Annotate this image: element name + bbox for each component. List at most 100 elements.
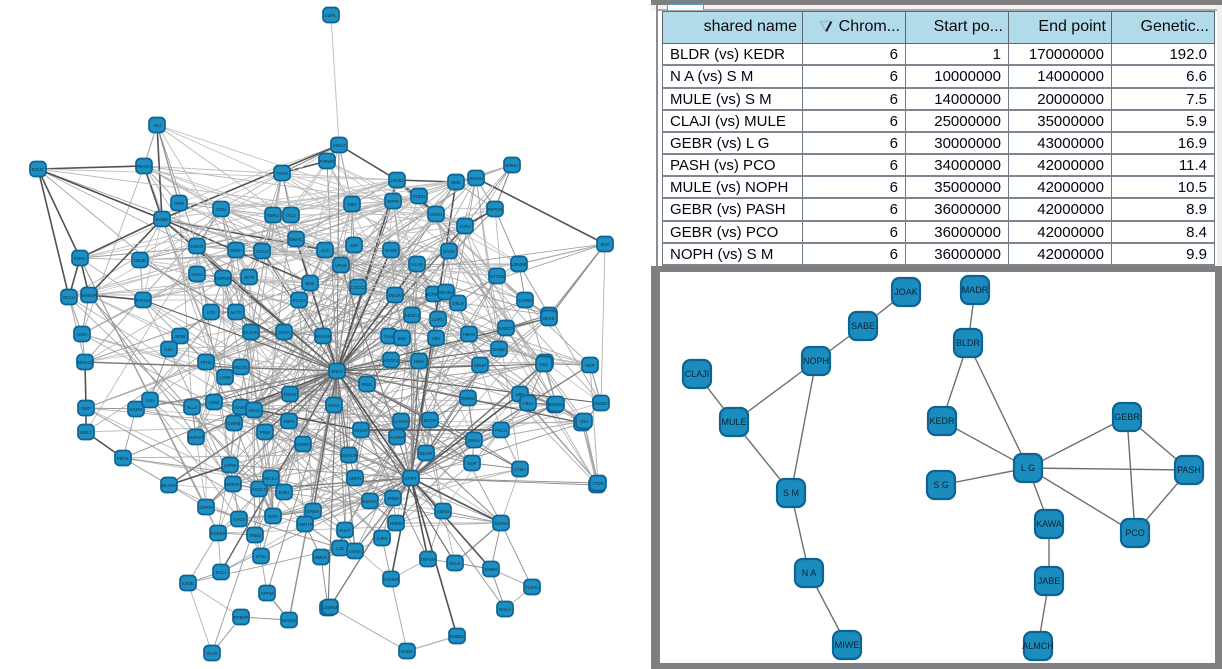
svg-text:SJH: SJH: [146, 398, 154, 403]
svg-text:CARW: CARW: [518, 298, 532, 303]
svg-text:JETS: JETS: [244, 275, 255, 280]
svg-text:NWHC: NWHC: [289, 237, 302, 242]
svg-text:BDE: BDE: [306, 281, 315, 286]
svg-text:AKTG: AKTG: [230, 310, 242, 315]
svg-text:OSOJ: OSOJ: [233, 517, 245, 522]
svg-text:OSC: OSC: [539, 362, 548, 367]
svg-text:UBMBB: UBMBB: [511, 262, 526, 267]
svg-text:KTSJ: KTSJ: [256, 554, 267, 559]
svg-text:WWSJ: WWSJ: [505, 163, 518, 168]
svg-text:RTKUA: RTKUA: [136, 298, 151, 303]
svg-text:DRER: DRER: [307, 509, 319, 514]
svg-text:MIWE: MIWE: [835, 640, 860, 650]
svg-text:CKNT: CKNT: [235, 405, 247, 410]
svg-text:KPSA: KPSA: [328, 403, 340, 408]
svg-text:MULE: MULE: [721, 417, 746, 427]
svg-text:NGLA: NGLA: [499, 607, 511, 612]
svg-text:MBJB: MBJB: [134, 258, 146, 263]
svg-text:LPUS: LPUS: [335, 263, 346, 268]
svg-text:NLJJ: NLJJ: [187, 405, 197, 410]
svg-text:PHDD: PHDD: [413, 194, 425, 199]
svg-text:UUJS: UUJS: [206, 651, 217, 656]
svg-text:GEBR: GEBR: [1114, 412, 1140, 422]
svg-text:OKCH: OKCH: [63, 295, 75, 300]
svg-text:GWKB: GWKB: [227, 421, 240, 426]
svg-text:CPPM: CPPM: [261, 591, 274, 596]
svg-text:MCJLJ: MCJLJ: [264, 476, 277, 481]
svg-text:NPPR: NPPR: [387, 199, 399, 204]
svg-text:JCRU: JCRU: [459, 224, 470, 229]
svg-text:TAUH: TAUH: [276, 171, 287, 176]
svg-text:WLOUA: WLOUA: [161, 483, 177, 488]
svg-text:PASH: PASH: [1177, 465, 1201, 475]
svg-text:ROKU: ROKU: [74, 256, 86, 261]
svg-text:TDOW: TDOW: [283, 392, 297, 397]
svg-text:MDLT: MDLT: [80, 430, 92, 435]
svg-text:JBJW: JBJW: [174, 334, 186, 339]
svg-text:SDPN: SDPN: [349, 476, 361, 481]
svg-text:JLC: JLC: [321, 248, 329, 253]
svg-text:NUP: NUP: [467, 461, 476, 466]
svg-text:KENCJ: KENCJ: [405, 313, 419, 318]
svg-text:PMOL: PMOL: [117, 456, 130, 461]
svg-text:AWUJ: AWUJ: [333, 143, 345, 148]
svg-text:DBO: DBO: [347, 202, 357, 207]
svg-text:NGDG: NGDG: [595, 401, 609, 406]
svg-text:LHPW: LHPW: [224, 463, 237, 468]
svg-text:CJPS: CJPS: [377, 536, 388, 541]
svg-text:EJOE: EJOE: [182, 581, 193, 586]
svg-text:CRPW: CRPW: [199, 505, 213, 510]
svg-text:RCLJ: RCLJ: [216, 570, 227, 575]
svg-text:RMMO: RMMO: [461, 396, 475, 401]
svg-text:HMHK: HMHK: [463, 332, 476, 337]
svg-text:ESDA: ESDA: [401, 649, 413, 654]
svg-text:ASMG: ASMG: [437, 509, 450, 514]
svg-text:TAUL: TAUL: [384, 334, 395, 339]
svg-text:CBAJ: CBAJ: [523, 401, 534, 406]
svg-text:JSSRA: JSSRA: [494, 521, 508, 526]
svg-text:JTOR: JTOR: [592, 481, 603, 486]
svg-text:UEK: UEK: [432, 336, 441, 341]
svg-text:TRBU: TRBU: [249, 533, 261, 538]
svg-text:DWAL: DWAL: [468, 438, 481, 443]
svg-text:S G: S G: [933, 480, 949, 490]
svg-text:DOKR: DOKR: [191, 244, 203, 249]
svg-text:EABJ: EABJ: [279, 490, 290, 495]
svg-text:MHSOR: MHSOR: [81, 293, 97, 298]
svg-text:BKOM: BKOM: [424, 418, 437, 423]
svg-text:MSADN: MSADN: [315, 334, 331, 339]
svg-text:OAOK: OAOK: [443, 249, 456, 254]
svg-text:ADCEU: ADCEU: [383, 358, 398, 363]
svg-text:MRRRH: MRRRH: [225, 482, 241, 487]
svg-text:AKJ: AKJ: [153, 123, 161, 128]
svg-text:DHMD: DHMD: [485, 567, 498, 572]
svg-text:BKSD: BKSD: [543, 316, 555, 321]
svg-text:SKBCP: SKBCP: [499, 326, 514, 331]
svg-text:TNPUM: TNPUM: [420, 557, 436, 562]
svg-text:EHMD: EHMD: [156, 217, 169, 222]
svg-text:KBPA: KBPA: [283, 419, 294, 424]
svg-text:UBN: UBN: [515, 392, 524, 397]
svg-text:KEDR: KEDR: [929, 416, 955, 426]
svg-text:RDJJC: RDJJC: [234, 365, 248, 370]
svg-text:LWPL: LWPL: [325, 13, 337, 18]
svg-text:TLDHL: TLDHL: [525, 585, 539, 590]
svg-text:LJO: LJO: [336, 546, 345, 551]
svg-text:PNM: PNM: [260, 430, 270, 435]
svg-text:JACBJ: JACBJ: [390, 178, 403, 183]
svg-text:N A: N A: [802, 568, 817, 578]
svg-text:RKLK: RKLK: [449, 561, 460, 566]
svg-text:ACPER: ACPER: [390, 435, 405, 440]
svg-text:REPGK: REPGK: [487, 207, 502, 212]
svg-text:PJRWK: PJRWK: [320, 159, 335, 164]
svg-text:CLAJI: CLAJI: [685, 369, 710, 379]
svg-text:BUA: BUA: [601, 242, 610, 247]
svg-text:HOM: HOM: [209, 400, 219, 405]
svg-text:BEEWL: BEEWL: [548, 402, 564, 407]
svg-text:MADR: MADR: [962, 285, 989, 295]
svg-text:KAWA: KAWA: [1036, 519, 1062, 529]
svg-text:LSSRM: LSSRM: [323, 605, 338, 610]
svg-text:NOPH: NOPH: [803, 356, 829, 366]
svg-text:TPHU: TPHU: [200, 360, 212, 365]
svg-text:EHPOG: EHPOG: [188, 435, 204, 440]
